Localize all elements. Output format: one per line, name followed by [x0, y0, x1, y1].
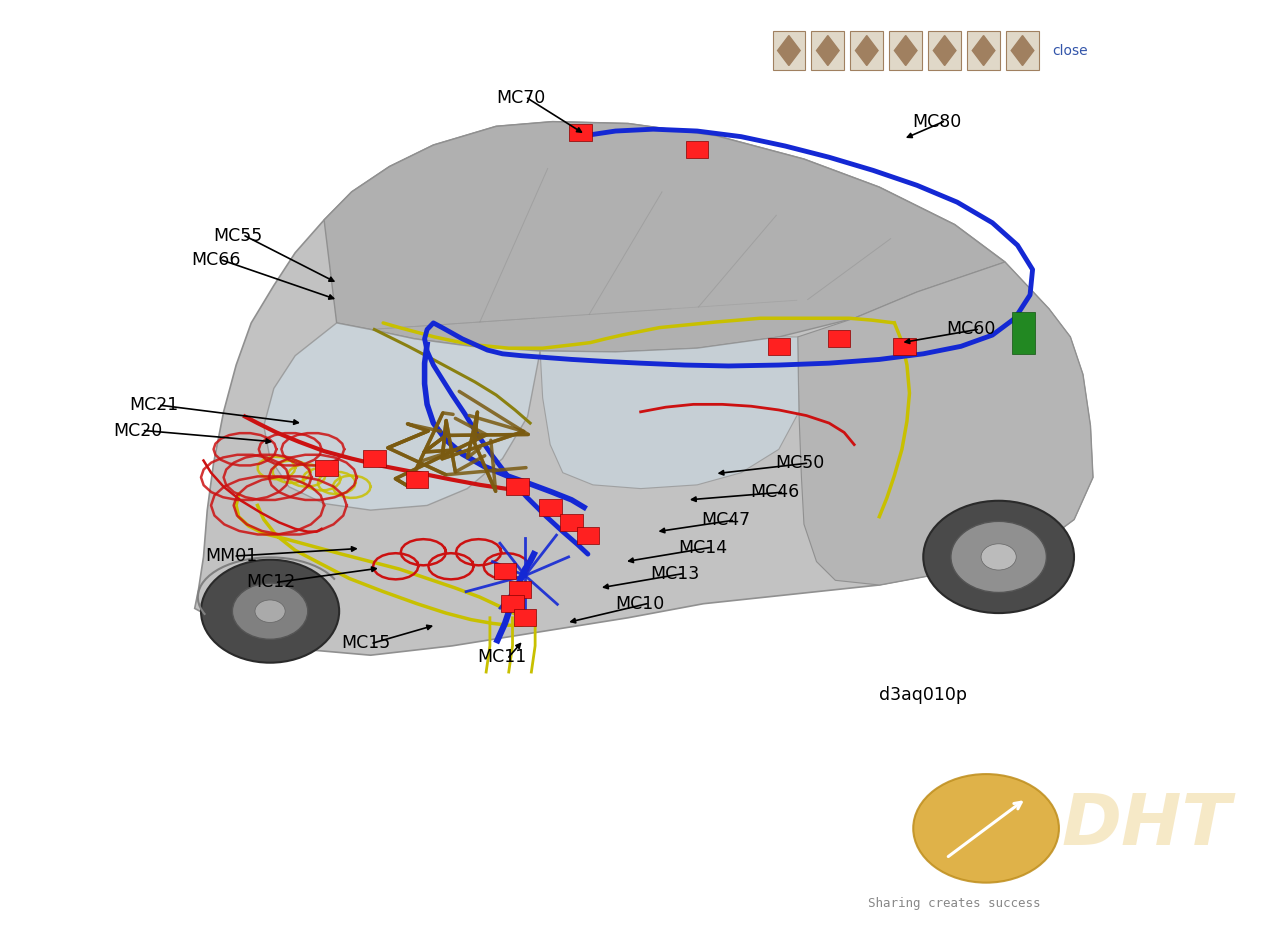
FancyBboxPatch shape	[773, 31, 806, 70]
FancyBboxPatch shape	[1006, 31, 1039, 70]
Text: MC70: MC70	[496, 89, 545, 108]
Text: MC11: MC11	[477, 648, 527, 666]
Bar	[560, 514, 583, 531]
Bar	[827, 330, 850, 347]
Text: Sharing creates success: Sharing creates success	[868, 897, 1041, 910]
Text: MC21: MC21	[130, 396, 178, 415]
Bar	[768, 338, 791, 355]
Polygon shape	[973, 36, 995, 66]
Text: d3aq010p: d3aq010p	[880, 685, 967, 704]
Polygon shape	[895, 36, 917, 66]
Text: MC60: MC60	[946, 320, 995, 339]
Polygon shape	[325, 122, 1004, 352]
Text: MC55: MC55	[214, 227, 262, 245]
Polygon shape	[264, 323, 540, 510]
FancyBboxPatch shape	[890, 31, 922, 70]
Polygon shape	[778, 36, 801, 66]
Bar	[509, 581, 531, 598]
Polygon shape	[798, 262, 1092, 585]
Bar	[406, 471, 428, 488]
Bar	[502, 595, 523, 612]
Text: MC14: MC14	[679, 538, 727, 557]
Bar	[507, 478, 528, 495]
Text: MC80: MC80	[911, 112, 961, 131]
Text: MC12: MC12	[246, 573, 295, 592]
FancyBboxPatch shape	[967, 31, 999, 70]
Bar	[569, 124, 592, 141]
Polygon shape	[540, 337, 799, 489]
Bar	[1012, 312, 1035, 354]
FancyBboxPatch shape	[928, 31, 961, 70]
Bar	[514, 609, 536, 626]
Text: MC66: MC66	[191, 251, 241, 270]
Circle shape	[923, 501, 1074, 613]
Text: MC13: MC13	[651, 564, 700, 583]
Bar	[494, 563, 517, 579]
Text: close: close	[1053, 44, 1088, 57]
Polygon shape	[933, 36, 956, 66]
Circle shape	[201, 560, 339, 663]
Circle shape	[981, 544, 1016, 570]
FancyBboxPatch shape	[850, 31, 883, 70]
Text: MC47: MC47	[701, 511, 750, 530]
Polygon shape	[195, 122, 1092, 655]
Circle shape	[913, 774, 1059, 883]
Circle shape	[951, 521, 1046, 592]
Bar	[316, 460, 337, 476]
Text: MC46: MC46	[750, 483, 799, 502]
Polygon shape	[855, 36, 878, 66]
Bar	[686, 141, 709, 158]
Bar	[538, 499, 561, 516]
Text: MC10: MC10	[616, 594, 665, 613]
Bar	[894, 338, 915, 355]
Text: MC50: MC50	[775, 454, 825, 473]
Bar	[577, 527, 600, 544]
FancyBboxPatch shape	[811, 31, 844, 70]
Circle shape	[233, 583, 308, 639]
Text: MC20: MC20	[113, 421, 162, 440]
Polygon shape	[816, 36, 839, 66]
Text: MM01: MM01	[205, 547, 257, 565]
Circle shape	[255, 600, 285, 622]
Polygon shape	[1011, 36, 1034, 66]
Text: DHT: DHT	[1062, 791, 1231, 860]
Bar	[363, 450, 386, 467]
Text: MC15: MC15	[341, 634, 391, 652]
